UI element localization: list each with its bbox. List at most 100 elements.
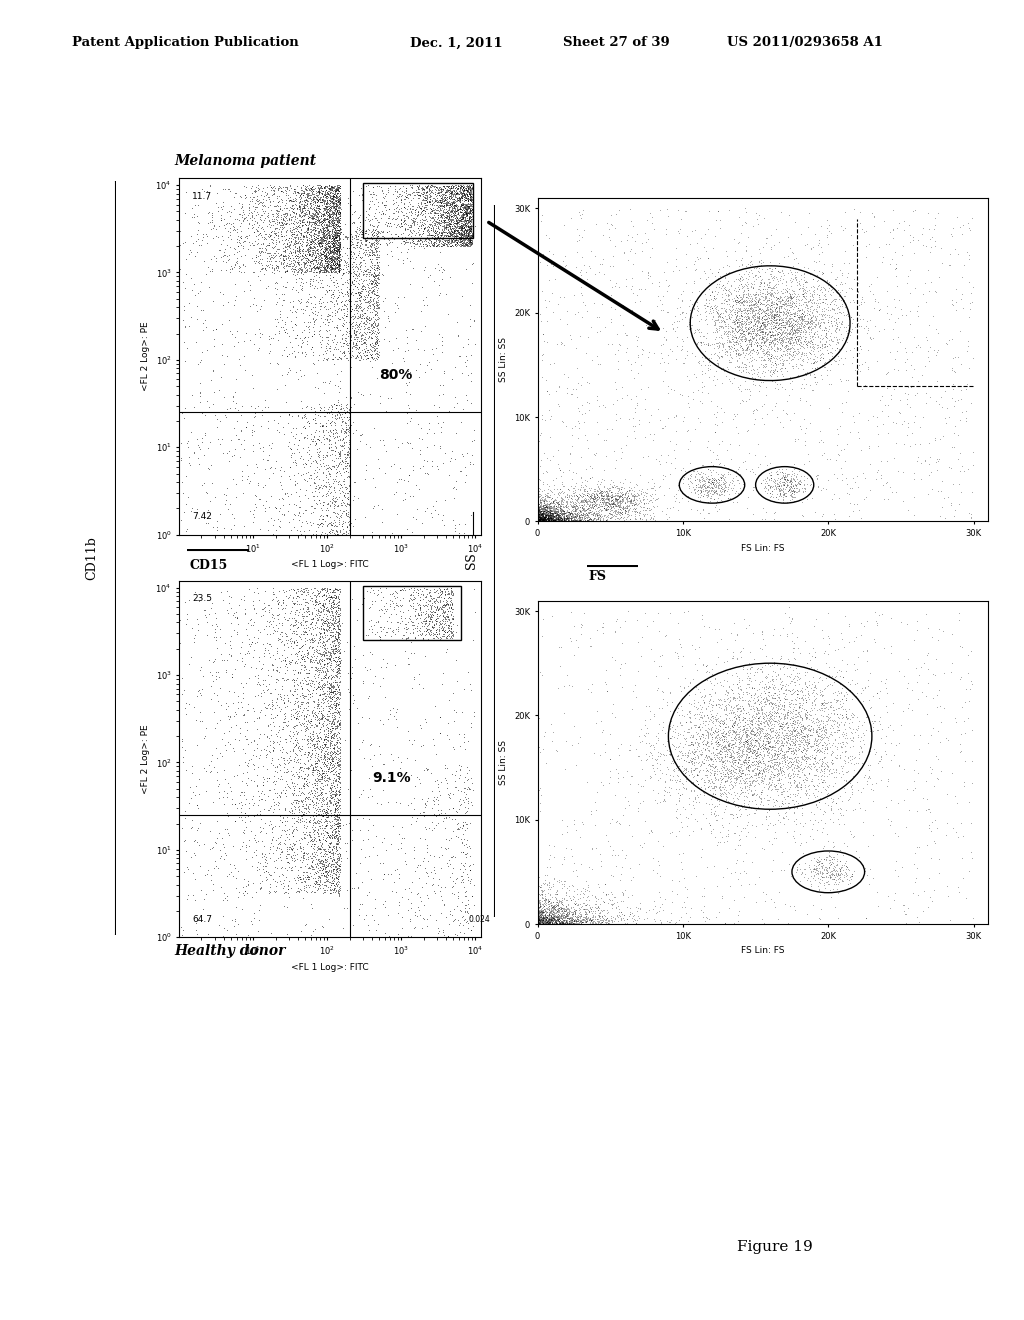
Point bbox=[416, 259, 432, 280]
Point bbox=[463, 194, 479, 215]
Point bbox=[338, 487, 354, 508]
Point bbox=[595, 486, 611, 507]
Point bbox=[940, 886, 956, 907]
Point bbox=[582, 627, 598, 648]
Point bbox=[311, 323, 328, 345]
Point bbox=[306, 715, 323, 737]
Point bbox=[315, 850, 332, 871]
Point bbox=[726, 304, 742, 325]
Point bbox=[275, 284, 292, 305]
Point bbox=[432, 722, 449, 743]
Point bbox=[717, 305, 733, 326]
Point bbox=[548, 913, 564, 935]
Point bbox=[712, 785, 728, 807]
Point bbox=[840, 747, 856, 768]
Point bbox=[378, 440, 394, 461]
Point bbox=[348, 228, 365, 249]
Point bbox=[787, 304, 804, 325]
Point bbox=[305, 723, 322, 744]
Point bbox=[324, 756, 340, 777]
Point bbox=[316, 232, 333, 253]
Point bbox=[797, 315, 813, 337]
Point bbox=[429, 191, 445, 213]
Point bbox=[389, 181, 406, 202]
Point bbox=[328, 678, 344, 700]
Point bbox=[818, 846, 835, 867]
Point bbox=[549, 871, 565, 892]
Point bbox=[695, 737, 712, 758]
Point bbox=[545, 722, 561, 743]
Point bbox=[321, 587, 337, 609]
Point bbox=[455, 232, 471, 253]
Point bbox=[412, 185, 428, 206]
Point bbox=[310, 177, 327, 198]
Point bbox=[788, 775, 805, 796]
Point bbox=[374, 364, 390, 385]
Point bbox=[350, 315, 367, 337]
Point bbox=[700, 755, 717, 776]
Point bbox=[434, 619, 451, 640]
Point bbox=[559, 506, 575, 527]
Point bbox=[739, 313, 756, 334]
Point bbox=[382, 367, 398, 388]
Point bbox=[330, 180, 346, 201]
Point bbox=[771, 479, 787, 500]
Point bbox=[621, 503, 637, 524]
Point bbox=[760, 738, 776, 759]
Point bbox=[720, 735, 736, 756]
Point bbox=[264, 203, 281, 224]
Point bbox=[713, 463, 729, 484]
Point bbox=[601, 486, 617, 507]
Point bbox=[380, 205, 396, 226]
Point bbox=[407, 904, 423, 925]
Point bbox=[612, 479, 629, 500]
Point bbox=[318, 183, 335, 205]
Point bbox=[403, 224, 420, 246]
Point bbox=[550, 904, 566, 925]
Point bbox=[304, 682, 321, 704]
Point bbox=[575, 506, 592, 527]
Point bbox=[357, 317, 374, 338]
Point bbox=[557, 907, 573, 928]
Point bbox=[293, 655, 309, 676]
Point bbox=[308, 785, 325, 807]
Point bbox=[794, 269, 810, 290]
Point bbox=[553, 909, 569, 931]
Point bbox=[530, 507, 547, 528]
Point bbox=[746, 444, 763, 465]
Point bbox=[310, 425, 327, 446]
Point bbox=[447, 201, 464, 222]
Point bbox=[325, 598, 341, 619]
Point bbox=[711, 618, 727, 639]
Point bbox=[610, 907, 627, 928]
Point bbox=[335, 323, 351, 345]
Point bbox=[443, 587, 460, 609]
Point bbox=[584, 495, 600, 516]
Point bbox=[590, 480, 606, 502]
Point bbox=[458, 235, 474, 256]
Point bbox=[621, 795, 637, 816]
Point bbox=[250, 194, 266, 215]
Point bbox=[204, 206, 220, 227]
Point bbox=[328, 220, 344, 242]
Point bbox=[333, 495, 349, 516]
Point bbox=[739, 305, 756, 326]
Point bbox=[811, 851, 827, 873]
Point bbox=[531, 492, 548, 513]
Point bbox=[865, 779, 882, 800]
Point bbox=[761, 319, 777, 341]
Point bbox=[798, 750, 814, 771]
Point bbox=[900, 648, 916, 669]
Point bbox=[280, 482, 296, 503]
Point bbox=[567, 495, 584, 516]
Point bbox=[261, 243, 278, 264]
Point bbox=[862, 273, 879, 294]
Point bbox=[324, 626, 340, 647]
Point bbox=[655, 743, 672, 764]
Point bbox=[354, 323, 371, 345]
Point bbox=[302, 235, 318, 256]
Point bbox=[287, 450, 303, 471]
Point bbox=[793, 306, 809, 327]
Point bbox=[738, 748, 755, 770]
Point bbox=[294, 669, 310, 690]
